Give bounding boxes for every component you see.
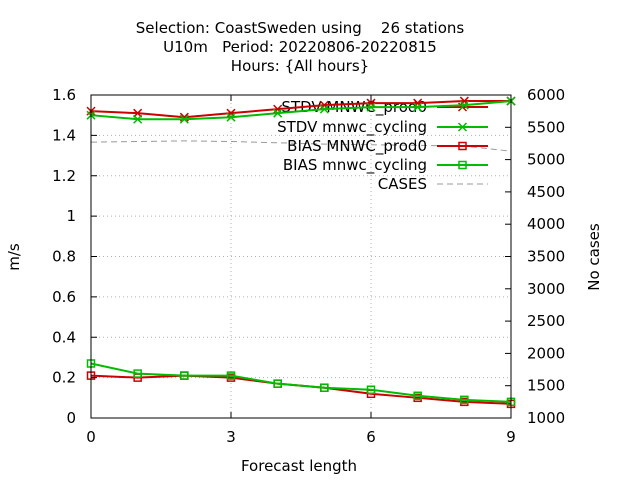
title-line-3: Hours: {All hours} [231,57,369,75]
data-point-bias-mnwc-cycling-2 [180,371,189,380]
data-point-stdv-mnwc-cycling-7-stroke-b [413,102,423,112]
legend-marker-bias-mnwc-prod0 [458,141,467,151]
data-point-stdv-mnwc-cycling-6 [366,102,376,112]
data-point-stdv-mnwc-prod0-7 [413,98,423,108]
y-tick-label: 1.4 [52,126,76,144]
data-point-stdv-mnwc-cycling-5 [319,104,329,114]
legend-label-stdv-mnwc-cycling: STDV mnwc_cycling [277,118,427,137]
y2-tick-label: 1000 [527,409,565,427]
data-point-stdv-mnwc-cycling-3 [226,112,236,122]
title-line-1: Selection: CoastSweden using 26 stations [136,19,465,37]
y-tick-label: 0.2 [52,369,76,387]
y2-tick-label: 4500 [527,183,565,201]
y2-tick-label: 3500 [527,248,565,266]
data-point-stdv-mnwc-prod0-8 [459,96,469,106]
data-point-stdv-mnwc-prod0-8-stroke-b [459,96,469,106]
title-line-2: U10m Period: 20220806-20220815 [163,38,437,56]
data-point-bias-mnwc-cycling-8 [460,395,469,405]
series-layer [86,96,516,409]
y-tick-label: 0.4 [52,328,76,346]
data-point-stdv-mnwc-prod0-4 [273,104,283,114]
data-point-stdv-mnwc-prod0-7-stroke-b [413,98,423,108]
data-point-stdv-mnwc-prod0-6 [366,98,376,108]
x-tick-label: 9 [506,428,516,446]
x-tick-label: 6 [366,428,376,446]
data-point-bias-mnwc-cycling-5 [320,383,329,392]
data-point-stdv-mnwc-prod0-3-stroke-b [226,108,236,118]
legend-label-cases: CASES [378,175,427,193]
data-point-stdv-mnwc-prod0-5 [319,100,329,110]
data-point-stdv-mnwc-prod0-5-stroke-b [319,100,329,110]
legend-marker-stdv-mnwc-cycling [457,122,468,132]
legend-label-bias-mnwc-prod0: BIAS MNWC_prod0 [287,137,427,156]
y2-tick-label: 5000 [527,151,565,169]
chart-title: Selection: CoastSweden using 26 stations… [136,19,465,75]
data-point-stdv-mnwc-cycling-3-stroke-b [226,112,236,122]
series-line-stdv-mnwc-prod0 [90,100,511,119]
y-tick-label: 0.6 [52,288,76,306]
legend-marker-bias-mnwc-cycling [458,160,467,170]
y-tick-label: 1.6 [52,86,76,104]
y-axis-label: m/s [5,243,23,271]
data-point-bias-mnwc-cycling-3 [226,371,236,380]
data-point-stdv-mnwc-cycling-8 [459,100,469,110]
data-point-bias-mnwc-cycling-7 [413,391,422,401]
data-point-stdv-mnwc-prod0-4-stroke-b [273,104,283,114]
y2-tick-label: 4000 [527,215,565,233]
data-point-stdv-mnwc-prod0-6-stroke-b [366,98,376,108]
data-point-bias-mnwc-cycling-6 [366,385,376,394]
legend-label-bias-mnwc-cycling: BIAS mnwc_cycling [283,156,427,175]
data-point-bias-mnwc-cycling-1 [133,369,142,378]
y-tick-label: 0 [66,409,76,427]
data-point-stdv-mnwc-cycling-1 [133,114,143,124]
series-line-bias-mnwc-cycling [90,362,512,403]
data-point-stdv-mnwc-prod0-3 [226,108,236,118]
x-tick-label: 3 [226,428,236,446]
y2-tick-label: 3000 [527,280,565,298]
axes-ticks: 0 3 6 9 0 0.2 0.4 0.6 0.8 1 1.2 1.4 1.6 1000 1500 2000 2… [52,86,565,446]
y2-tick-label: 2000 [527,344,565,362]
data-point-stdv-mnwc-cycling-4-stroke-b [273,108,283,118]
data-point-stdv-mnwc-cycling-5-stroke-b [319,104,329,114]
data-point-stdv-mnwc-cycling-1-stroke-b [133,114,143,124]
y-tick-label: 1.2 [52,167,76,185]
y2-tick-label: 6000 [527,86,565,104]
y-tick-label: 1 [66,207,76,225]
y-tick-label: 0.8 [52,248,76,266]
y2-tick-label: 2500 [527,312,565,330]
data-point-stdv-mnwc-cycling-8-stroke-b [459,100,469,110]
legend-marker-stdv-mnwc-cycling-stroke-b [457,122,468,132]
data-point-bias-mnwc-cycling-4 [273,379,282,388]
data-point-stdv-mnwc-cycling-4 [273,108,283,118]
y2-axis-label: No cases [585,223,603,291]
data-point-stdv-mnwc-cycling-7 [413,102,423,112]
data-point-stdv-mnwc-cycling-6-stroke-b [366,102,376,112]
y2-tick-label: 5500 [527,118,565,136]
series-line-bias-mnwc-prod0 [90,374,512,405]
series-line-stdv-mnwc-cycling [90,100,512,121]
data-point-stdv-mnwc-cycling-2-stroke-b [179,114,189,124]
data-point-stdv-mnwc-cycling-2 [179,114,189,124]
x-tick-label: 0 [86,428,96,446]
y2-tick-label: 1500 [527,377,565,395]
x-axis-label: Forecast length [241,457,357,475]
